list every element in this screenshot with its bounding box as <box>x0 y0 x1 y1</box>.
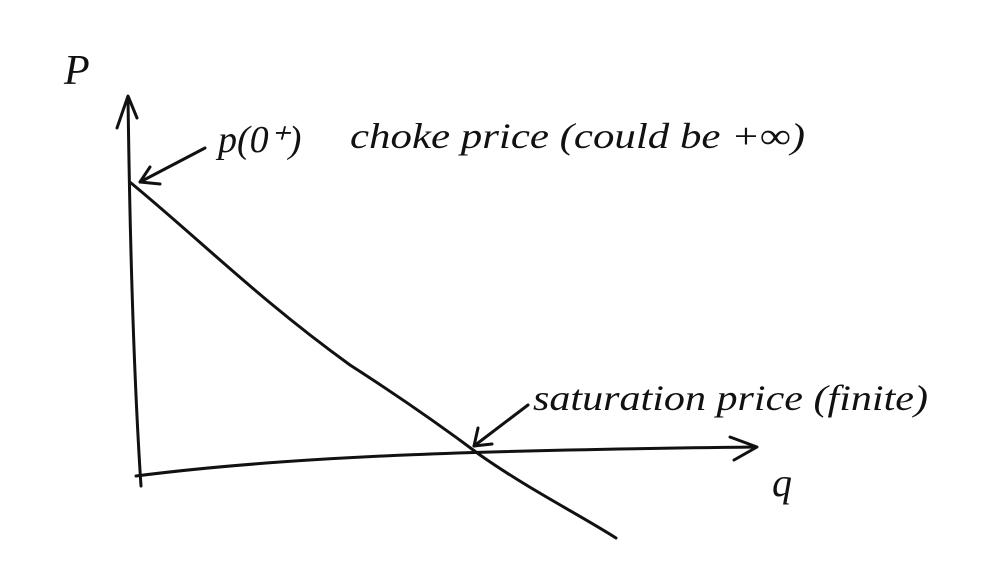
saturation-price-label: saturation price (finite) <box>533 378 928 418</box>
point-label: p(0⁺) <box>215 119 301 161</box>
y-axis <box>126 95 143 488</box>
y-axis-label: P <box>63 48 90 94</box>
choke-price-label: choke price (could be +∞) <box>350 116 805 156</box>
saturation-pointer-head <box>472 426 494 448</box>
y-axis-arrowhead <box>115 94 139 130</box>
saturation-pointer <box>472 403 530 448</box>
x-axis-label: q <box>772 460 792 505</box>
choke-pointer-head <box>138 165 162 186</box>
demand-curve <box>129 181 618 540</box>
choke-pointer <box>138 146 207 184</box>
x-axis-arrowhead <box>728 435 759 462</box>
x-axis <box>134 445 757 478</box>
